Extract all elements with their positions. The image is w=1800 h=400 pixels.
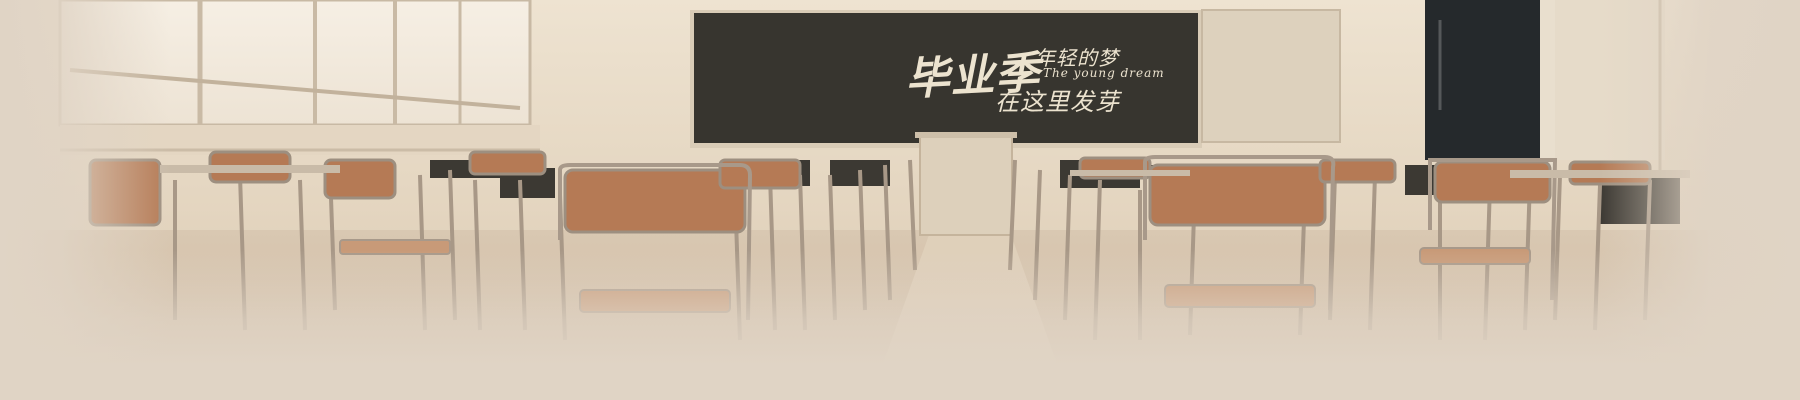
door (1425, 0, 1540, 160)
podium (919, 134, 1013, 236)
board-line2: 在这里发芽 (995, 88, 1120, 116)
board-subtitle: The young dream (1043, 66, 1165, 80)
board-title-side: 年轻的梦 (1035, 46, 1119, 70)
left-windows (58, 0, 540, 155)
side-board (1201, 9, 1341, 143)
